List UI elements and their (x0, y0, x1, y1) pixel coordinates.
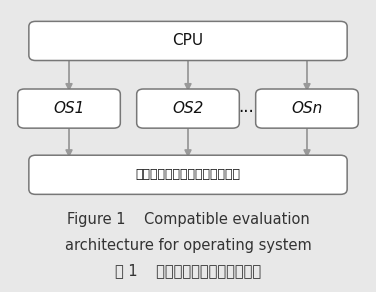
Text: 采用基准程序进行适配性能评测: 采用基准程序进行适配性能评测 (135, 168, 241, 181)
Text: OSn: OSn (291, 101, 323, 116)
FancyBboxPatch shape (18, 89, 120, 128)
Text: OS2: OS2 (172, 101, 204, 116)
FancyBboxPatch shape (29, 21, 347, 60)
FancyBboxPatch shape (137, 89, 239, 128)
Text: architecture for operating system: architecture for operating system (65, 238, 311, 253)
Text: ...: ... (238, 98, 253, 116)
Text: 图 1    操作系统兼容适配评测框架: 图 1 操作系统兼容适配评测框架 (115, 263, 261, 278)
FancyBboxPatch shape (256, 89, 358, 128)
FancyBboxPatch shape (29, 155, 347, 194)
Text: Figure 1    Compatible evaluation: Figure 1 Compatible evaluation (67, 212, 309, 227)
Text: CPU: CPU (173, 34, 203, 48)
Text: OS1: OS1 (53, 101, 85, 116)
